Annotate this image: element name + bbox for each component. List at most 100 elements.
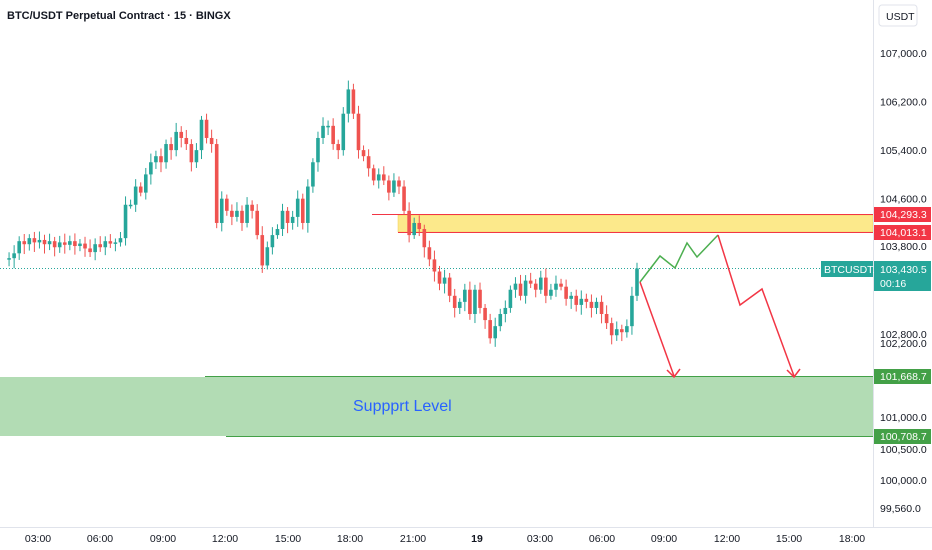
time-tick-label: 12:00 xyxy=(714,533,740,545)
candle-body xyxy=(630,295,634,327)
candle-body xyxy=(311,162,315,187)
candle-body xyxy=(240,210,244,223)
candle-body xyxy=(103,241,108,248)
candle-body xyxy=(270,235,275,248)
time-tick-label: 06:00 xyxy=(87,533,113,545)
price-tick-label: 100,500.0 xyxy=(880,444,927,456)
candle-body xyxy=(326,125,330,128)
candle-body xyxy=(528,280,533,284)
candle-body xyxy=(402,186,406,211)
time-axis[interactable] xyxy=(0,527,932,550)
candle-body xyxy=(498,314,503,327)
candle-body xyxy=(169,144,173,151)
candle-body xyxy=(209,137,214,145)
candle-body xyxy=(579,298,584,305)
time-tick-label: 15:00 xyxy=(776,533,802,545)
candle-body xyxy=(594,301,599,308)
candle-body xyxy=(230,210,234,217)
candle-body xyxy=(493,326,498,339)
candle-body xyxy=(569,295,573,299)
current-price-text: 103,430.5 xyxy=(880,264,927,276)
symbol-tag xyxy=(821,261,873,277)
candle-body xyxy=(93,244,97,253)
candle-body xyxy=(508,289,513,308)
projection-up-path xyxy=(639,234,719,283)
candle-body xyxy=(523,280,528,296)
candlestick-series xyxy=(7,80,639,347)
support-upper-tag-text: 101,668.7 xyxy=(880,371,927,383)
candle-body xyxy=(351,89,356,114)
candle-body xyxy=(133,186,138,205)
candle-body xyxy=(118,238,123,243)
candle-body xyxy=(488,320,492,339)
candle-body xyxy=(473,289,477,315)
candle-body xyxy=(397,180,401,187)
countdown-text: 00:16 xyxy=(880,278,906,290)
candle-body xyxy=(412,222,416,236)
candle-body xyxy=(214,144,219,223)
candle-body xyxy=(123,204,128,239)
candle-body xyxy=(559,283,563,287)
support-upper-tag xyxy=(874,369,931,384)
candle-body xyxy=(199,119,204,151)
candle-body xyxy=(204,119,209,138)
currency-button[interactable] xyxy=(878,4,918,27)
candle-body xyxy=(392,180,396,193)
candle-body xyxy=(143,174,148,193)
candle-body xyxy=(12,253,16,259)
time-tick-label: 19 xyxy=(471,533,483,545)
symbol-tag-text: BTCUSDT.P xyxy=(824,264,882,276)
candle-body xyxy=(255,210,259,236)
candle-body xyxy=(149,162,153,175)
price-tick-label: 102,200.0 xyxy=(880,338,927,350)
time-axis-ticks: 03:00 06:00 09:00 12:00 15:00 18:00 21:00 19 03:… xyxy=(25,533,865,545)
candle-body xyxy=(184,137,189,145)
candle-body xyxy=(427,247,432,260)
candle-body xyxy=(620,329,624,333)
candle-body xyxy=(159,156,163,163)
currency-label: USDT xyxy=(886,11,915,23)
candle-body xyxy=(336,144,341,151)
price-tick-label: 103,800.0 xyxy=(880,241,927,253)
candle-body xyxy=(47,241,52,245)
candle-body xyxy=(599,301,604,315)
candle-body xyxy=(483,307,487,321)
candle-body xyxy=(37,239,42,243)
price-tick-label: 100,000.0 xyxy=(880,475,927,487)
time-tick-label: 12:00 xyxy=(212,533,238,545)
candle-body xyxy=(382,174,386,181)
candle-body xyxy=(22,241,27,245)
candle-body xyxy=(356,113,361,151)
candle-body xyxy=(306,186,310,223)
candle-body xyxy=(371,168,376,181)
candle-body xyxy=(285,210,290,223)
candle-body xyxy=(83,243,87,249)
candle-body xyxy=(533,283,538,290)
candle-body xyxy=(544,277,548,296)
candle-body xyxy=(138,186,143,193)
candle-body xyxy=(32,238,37,243)
candle-body xyxy=(341,113,346,151)
candle-body xyxy=(609,323,614,336)
time-tick-label: 09:00 xyxy=(150,533,176,545)
resistance-zone xyxy=(397,214,874,233)
candle-body xyxy=(189,144,194,163)
candle-body xyxy=(52,241,57,248)
candle-body xyxy=(128,204,133,207)
candle-body xyxy=(538,277,543,290)
time-tick-label: 15:00 xyxy=(275,533,301,545)
candle-body xyxy=(57,242,62,248)
time-tick-label: 03:00 xyxy=(527,533,553,545)
candle-body xyxy=(154,156,158,163)
time-tick-label: 18:00 xyxy=(839,533,865,545)
candle-body xyxy=(260,235,265,266)
candle-body xyxy=(300,198,305,223)
candle-body xyxy=(584,298,589,302)
candle-body xyxy=(280,210,285,230)
resistance-upper-tag xyxy=(874,207,931,222)
candle-body xyxy=(452,295,457,308)
candle-body xyxy=(457,301,462,308)
candle-body xyxy=(88,248,92,253)
current-price-tag xyxy=(874,261,931,291)
